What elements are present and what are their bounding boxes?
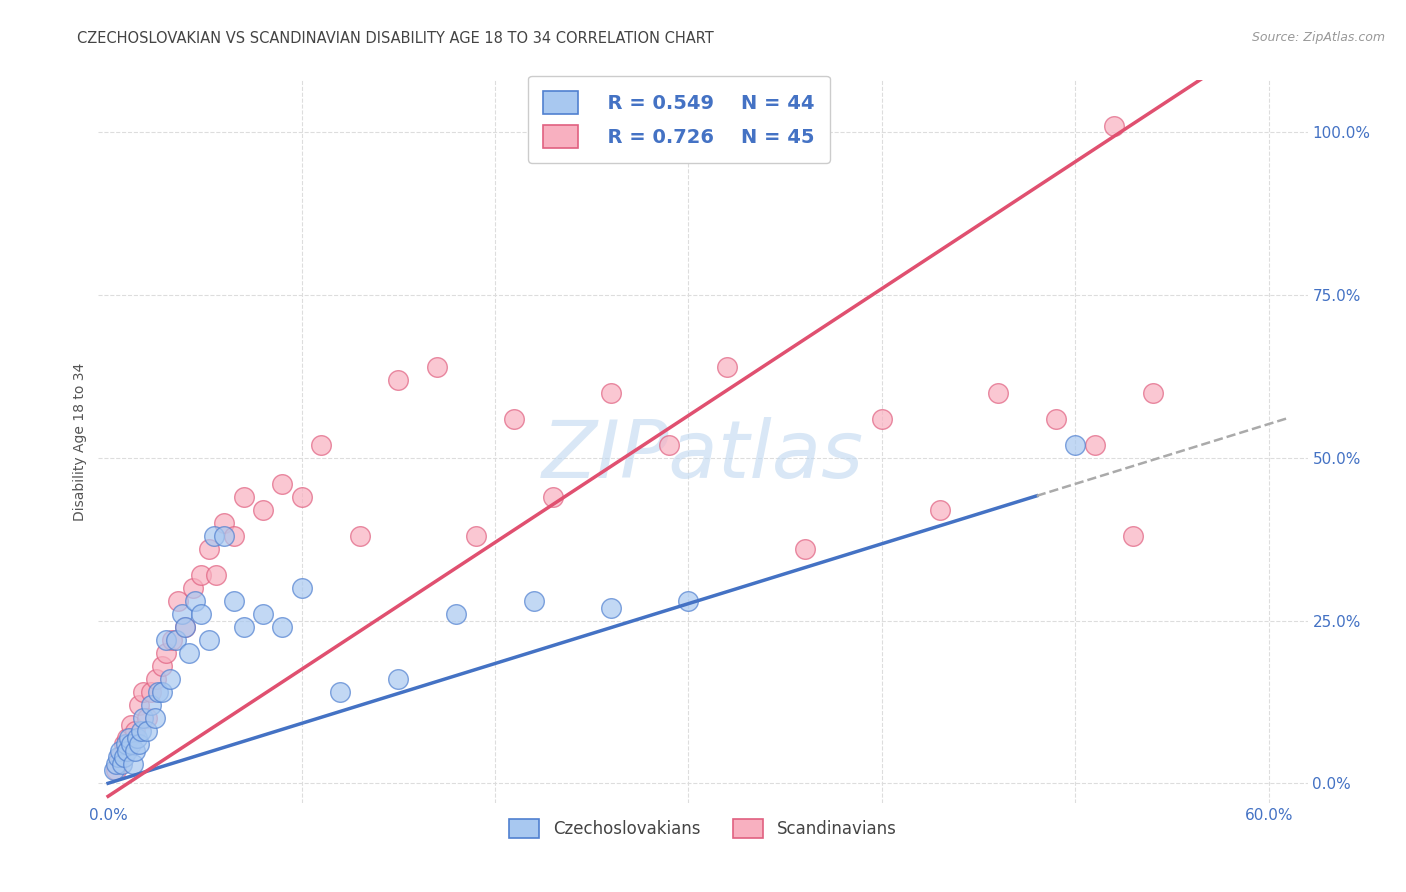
Point xyxy=(112,737,135,751)
Point xyxy=(150,685,173,699)
Point xyxy=(197,541,219,556)
Point xyxy=(349,529,371,543)
Y-axis label: Disability Age 18 to 34: Disability Age 18 to 34 xyxy=(73,362,87,521)
Point xyxy=(205,568,228,582)
Point xyxy=(128,698,150,713)
Point xyxy=(145,672,167,686)
Point xyxy=(120,717,142,731)
Point xyxy=(117,731,139,745)
Point xyxy=(160,633,183,648)
Point xyxy=(135,724,157,739)
Point xyxy=(174,620,197,634)
Point xyxy=(118,731,141,745)
Point xyxy=(127,731,149,745)
Point xyxy=(107,750,129,764)
Point xyxy=(165,633,187,648)
Point xyxy=(290,581,312,595)
Point xyxy=(1084,438,1107,452)
Point xyxy=(184,594,207,608)
Point xyxy=(523,594,546,608)
Point xyxy=(132,711,155,725)
Point xyxy=(135,711,157,725)
Point xyxy=(129,724,152,739)
Point xyxy=(1064,438,1087,452)
Point xyxy=(329,685,352,699)
Point xyxy=(155,646,177,660)
Point xyxy=(170,607,193,621)
Point xyxy=(446,607,468,621)
Point xyxy=(122,756,145,771)
Point xyxy=(426,359,449,374)
Point xyxy=(179,646,201,660)
Point xyxy=(212,529,235,543)
Point xyxy=(387,373,409,387)
Point xyxy=(252,607,274,621)
Point xyxy=(139,698,162,713)
Point xyxy=(387,672,409,686)
Point xyxy=(232,490,254,504)
Point xyxy=(197,633,219,648)
Point xyxy=(987,385,1010,400)
Point xyxy=(181,581,204,595)
Point xyxy=(600,600,623,615)
Text: Source: ZipAtlas.com: Source: ZipAtlas.com xyxy=(1251,31,1385,45)
Point xyxy=(108,750,131,764)
Point xyxy=(204,529,226,543)
Point xyxy=(541,490,564,504)
Point xyxy=(111,756,134,771)
Point xyxy=(678,594,700,608)
Point xyxy=(271,620,294,634)
Point xyxy=(1045,411,1067,425)
Point xyxy=(104,764,127,778)
Legend: Czechoslovakians, Scandinavians: Czechoslovakians, Scandinavians xyxy=(503,813,903,845)
Text: CZECHOSLOVAKIAN VS SCANDINAVIAN DISABILITY AGE 18 TO 34 CORRELATION CHART: CZECHOSLOVAKIAN VS SCANDINAVIAN DISABILI… xyxy=(77,31,714,46)
Point xyxy=(716,359,738,374)
Point xyxy=(148,685,170,699)
Point xyxy=(232,620,254,634)
Point xyxy=(124,724,146,739)
Point xyxy=(132,685,155,699)
Point xyxy=(600,385,623,400)
Point xyxy=(112,750,135,764)
Point xyxy=(1142,385,1164,400)
Point xyxy=(114,737,136,751)
Point xyxy=(212,516,235,530)
Point xyxy=(159,672,181,686)
Point xyxy=(190,568,212,582)
Point xyxy=(222,594,245,608)
Point xyxy=(124,744,146,758)
Point xyxy=(103,764,125,778)
Point xyxy=(658,438,681,452)
Point xyxy=(120,737,142,751)
Point xyxy=(870,411,893,425)
Point xyxy=(503,411,526,425)
Point xyxy=(128,737,150,751)
Point xyxy=(166,594,188,608)
Point xyxy=(793,541,815,556)
Point xyxy=(290,490,312,504)
Point xyxy=(929,503,952,517)
Point xyxy=(104,756,127,771)
Point xyxy=(1102,119,1125,133)
Point xyxy=(174,620,197,634)
Point xyxy=(1122,529,1144,543)
Point xyxy=(464,529,486,543)
Point xyxy=(222,529,245,543)
Point xyxy=(155,633,177,648)
Text: ZIPatlas: ZIPatlas xyxy=(541,417,865,495)
Point xyxy=(252,503,274,517)
Point xyxy=(309,438,332,452)
Point xyxy=(271,476,294,491)
Point xyxy=(190,607,212,621)
Point xyxy=(117,744,139,758)
Point xyxy=(143,711,166,725)
Point xyxy=(150,659,173,673)
Point xyxy=(139,685,162,699)
Point xyxy=(108,744,131,758)
